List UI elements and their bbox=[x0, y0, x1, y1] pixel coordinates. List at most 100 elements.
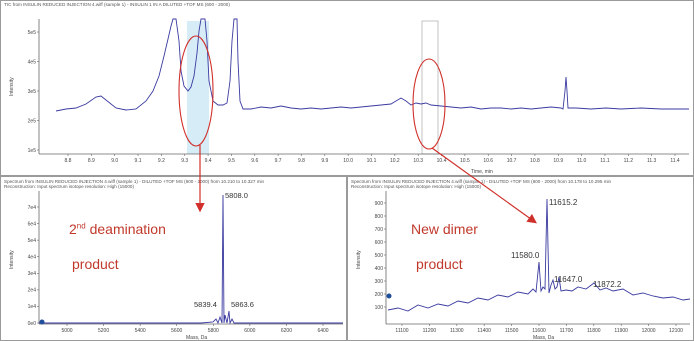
right-y-ticks: 900 800 700 600 500 400 300 200 100 bbox=[375, 201, 386, 311]
tic-plot[interactable]: Intensity 5e5 4e5 3e5 2e5 1e5 8.8 8.9 9.0 9.1 9.… bbox=[1, 1, 694, 176]
tic-x-axis-label: Time, min bbox=[471, 169, 493, 175]
selection-band-2[interactable] bbox=[421, 20, 439, 155]
left-x-axis-label: Mass, Da bbox=[186, 335, 207, 341]
left-x-ticks: 5000 5200 5400 5600 5800 6000 6200 6400 bbox=[61, 324, 329, 334]
x-tick-label: 11200 bbox=[423, 328, 437, 334]
tic-trace bbox=[55, 18, 689, 112]
x-tick-label: 8.8 bbox=[65, 158, 72, 164]
x-tick-label: 9.6 bbox=[251, 158, 258, 164]
peak-label-5839: 5839.4 bbox=[194, 300, 217, 309]
peak-label-11580: 11580.0 bbox=[511, 251, 540, 260]
x-tick-label: 11.2 bbox=[624, 158, 634, 164]
dimer-annotation-line1: New dimer bbox=[411, 221, 478, 237]
x-tick-label: 11500 bbox=[505, 328, 519, 334]
peak-label-5863: 5863.6 bbox=[231, 300, 254, 309]
x-tick-label: 11900 bbox=[614, 328, 628, 334]
x-tick-label: 9.3 bbox=[181, 158, 188, 164]
x-tick-label: 11400 bbox=[477, 328, 491, 334]
x-tick-label: 10.9 bbox=[553, 158, 563, 164]
left-y-ticks: 7e4 6e4 5e4 4e4 3e4 2e4 1e4 0e0 bbox=[28, 205, 39, 327]
tic-y-axis-label: Intensity bbox=[9, 77, 15, 96]
x-tick-label: 9.2 bbox=[158, 158, 165, 164]
x-tick-label: 11.3 bbox=[647, 158, 657, 164]
y-tick-label: 700 bbox=[375, 227, 384, 233]
y-tick-label: 100 bbox=[375, 305, 384, 311]
highlight-ellipse-left bbox=[178, 35, 214, 147]
x-tick-label: 12100 bbox=[669, 328, 683, 334]
right-y-axis-label: Intensity bbox=[356, 250, 362, 269]
deamination-annotation-line1: 2nd deamination bbox=[69, 221, 166, 237]
right-x-ticks: 11100 11200 11300 11400 11500 11600 11700 11800… bbox=[395, 324, 683, 334]
y-tick-label: 2e5 bbox=[28, 118, 37, 124]
highlight-ellipse-right bbox=[412, 58, 446, 150]
spectrum-panel-right[interactable]: Spectrum from INSULIN REDUCED INJECTION … bbox=[347, 176, 694, 341]
x-tick-label: 9.9 bbox=[321, 158, 328, 164]
x-tick-label: 11.4 bbox=[670, 158, 680, 164]
y-tick-label: 500 bbox=[375, 253, 384, 259]
x-tick-label: 5400 bbox=[135, 328, 146, 334]
y-tick-label: 900 bbox=[375, 201, 384, 207]
left-position-marker[interactable] bbox=[39, 319, 45, 325]
x-tick-label: 11700 bbox=[560, 328, 574, 334]
peak-label-11872: 11872.2 bbox=[593, 280, 622, 289]
tic-header: TIC from INSULIN REDUCED INJECTION 4.wif… bbox=[4, 2, 230, 7]
x-tick-label: 9.4 bbox=[205, 158, 212, 164]
x-tick-label: 5800 bbox=[208, 328, 219, 334]
x-tick-label: 8.9 bbox=[88, 158, 95, 164]
x-tick-label: 6000 bbox=[244, 328, 255, 334]
y-tick-label: 400 bbox=[375, 266, 384, 272]
y-tick-label: 6e4 bbox=[28, 221, 37, 227]
y-tick-label: 1e4 bbox=[28, 304, 37, 310]
y-tick-label: 200 bbox=[375, 292, 384, 298]
dimer-annotation-line2: product bbox=[416, 256, 463, 272]
right-position-marker[interactable] bbox=[386, 293, 392, 299]
y-tick-label: 0e0 bbox=[28, 321, 37, 327]
x-tick-label: 11600 bbox=[532, 328, 546, 334]
tic-chromatogram-panel[interactable]: TIC from INSULIN REDUCED INJECTION 4.wif… bbox=[0, 0, 694, 176]
deamination-annotation-line2: product bbox=[72, 256, 119, 272]
left-spectrum-header-2: Reconstruction: Input spectrum isotope r… bbox=[4, 184, 134, 189]
peak-label-11615: 11615.2 bbox=[549, 198, 578, 207]
peak-label-5808: 5808.0 bbox=[225, 191, 248, 200]
y-tick-label: 4e4 bbox=[28, 255, 37, 261]
y-tick-label: 7e4 bbox=[28, 205, 37, 211]
x-tick-label: 9.7 bbox=[275, 158, 282, 164]
tic-y-ticks: 5e5 4e5 3e5 2e5 1e5 bbox=[28, 30, 39, 154]
tic-x-ticks: 8.8 8.9 9.0 9.1 9.2 9.3 9.4 9.5 9.6 9.7 9.8 9.9 10.0… bbox=[65, 154, 680, 164]
x-tick-label: 10.5 bbox=[460, 158, 470, 164]
right-spectrum-plot[interactable]: Intensity 900 800 700 600 500 400 300 200 100 11… bbox=[348, 177, 694, 341]
x-tick-label: 10.8 bbox=[530, 158, 540, 164]
x-tick-label: 10.2 bbox=[390, 158, 400, 164]
left-spectrum-trace bbox=[39, 194, 343, 325]
x-tick-label: 11.1 bbox=[600, 158, 610, 164]
x-tick-label: 10.1 bbox=[367, 158, 377, 164]
x-tick-label: 10.6 bbox=[483, 158, 493, 164]
y-tick-label: 300 bbox=[375, 279, 384, 285]
x-tick-label: 10.4 bbox=[437, 158, 447, 164]
x-tick-label: 9.8 bbox=[298, 158, 305, 164]
x-tick-label: 6200 bbox=[281, 328, 292, 334]
y-tick-label: 3e5 bbox=[28, 89, 37, 95]
peak-label-11647: 11647.0 bbox=[554, 275, 583, 284]
y-tick-label: 1e5 bbox=[28, 148, 37, 154]
x-tick-label: 11.0 bbox=[577, 158, 587, 164]
y-tick-label: 5e5 bbox=[28, 30, 37, 36]
x-tick-label: 6400 bbox=[317, 328, 328, 334]
spectrum-panel-left[interactable]: Spectrum from INSULIN REDUCED INJECTION … bbox=[0, 176, 347, 341]
x-tick-label: 11800 bbox=[587, 328, 601, 334]
x-tick-label: 5200 bbox=[98, 328, 109, 334]
x-tick-label: 9.0 bbox=[111, 158, 118, 164]
x-tick-label: 5600 bbox=[171, 328, 182, 334]
y-tick-label: 2e4 bbox=[28, 288, 37, 294]
selection-band-1[interactable] bbox=[187, 21, 209, 154]
right-x-axis-label: Mass, Da bbox=[533, 335, 554, 341]
x-tick-label: 11300 bbox=[450, 328, 464, 334]
y-tick-label: 5e4 bbox=[28, 238, 37, 244]
x-tick-label: 10.7 bbox=[507, 158, 517, 164]
y-tick-label: 800 bbox=[375, 214, 384, 220]
y-tick-label: 600 bbox=[375, 240, 384, 246]
left-spectrum-header-1: Spectrum from INSULIN REDUCED INJECTION … bbox=[4, 179, 265, 184]
x-tick-label: 11100 bbox=[395, 328, 408, 334]
right-spectrum-trace bbox=[387, 198, 691, 312]
